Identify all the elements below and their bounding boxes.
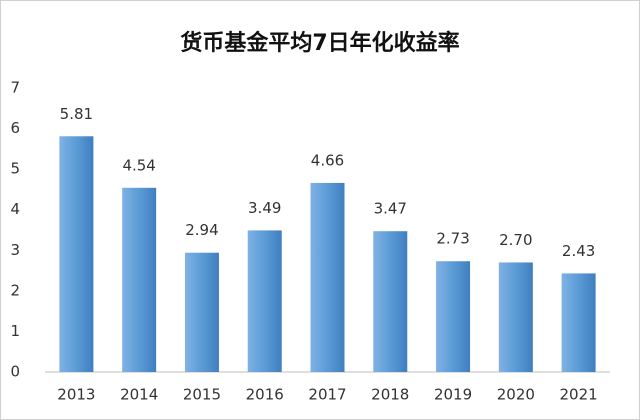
value-label: 5.81 (60, 105, 93, 123)
y-tick-label: 3 (10, 241, 20, 259)
value-label: 2.43 (562, 242, 595, 260)
x-tick-label: 2020 (497, 386, 535, 404)
y-tick-label: 4 (10, 200, 20, 218)
y-tick-label: 2 (10, 281, 20, 299)
value-label: 2.94 (185, 221, 218, 239)
x-tick-label: 2016 (246, 386, 284, 404)
x-tick-label: 2017 (308, 386, 346, 404)
y-tick-label: 0 (10, 363, 20, 381)
bar (373, 231, 408, 372)
value-label: 2.70 (499, 231, 532, 249)
bar (436, 261, 471, 372)
bar (310, 182, 345, 372)
x-tick-label: 2014 (120, 386, 158, 404)
y-tick-label: 1 (10, 322, 20, 340)
bar (122, 187, 157, 372)
x-tick-label: 2013 (57, 386, 95, 404)
y-tick-label: 7 (10, 79, 20, 97)
bar (184, 252, 219, 372)
x-tick-label: 2018 (371, 386, 409, 404)
value-label: 4.66 (311, 151, 344, 169)
x-tick-label: 2019 (434, 386, 472, 404)
value-label: 4.54 (122, 156, 155, 174)
x-tick-label: 2021 (560, 386, 598, 404)
chart-title: 货币基金平均7日年化收益率 (180, 30, 459, 56)
y-tick-label: 5 (10, 160, 20, 178)
value-label: 3.47 (374, 200, 407, 218)
bar (247, 230, 282, 372)
value-label: 2.73 (436, 230, 469, 248)
bar (498, 262, 533, 372)
x-tick-label: 2015 (183, 386, 221, 404)
bar (561, 273, 596, 372)
value-label: 3.49 (248, 199, 281, 217)
y-tick-label: 6 (10, 119, 20, 137)
bar (59, 136, 94, 372)
